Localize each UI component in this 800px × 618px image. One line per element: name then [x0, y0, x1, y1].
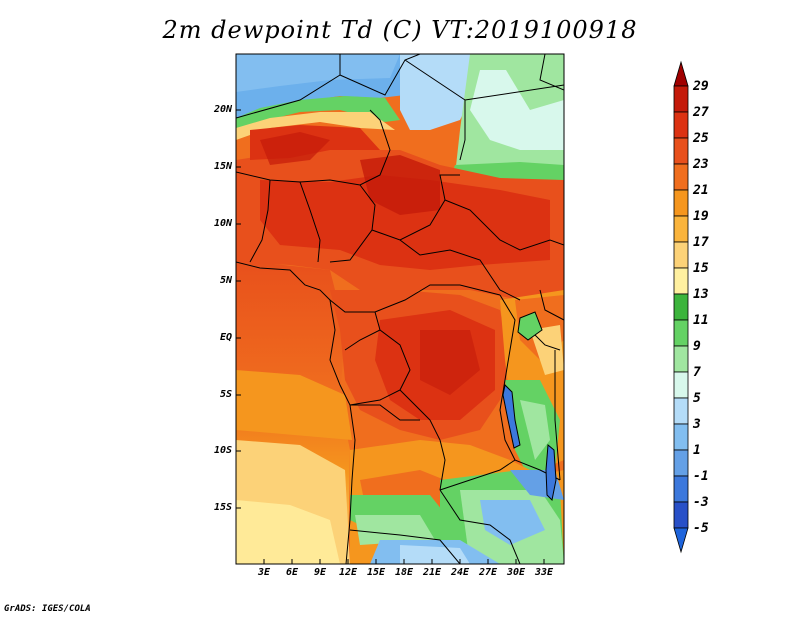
colorbar-label: -3 [693, 495, 709, 510]
colorbar-label: 3 [693, 417, 701, 432]
lat-label-15n: 15N [213, 161, 232, 172]
colorbar-swatch [673, 501, 689, 529]
colorbar-swatch [673, 215, 689, 243]
lon-label-24e: 24E [450, 567, 470, 578]
colorbar-swatch [673, 293, 689, 321]
colorbar-label: 7 [693, 365, 701, 380]
colorbar-label: 5 [693, 391, 701, 406]
lat-ticks [236, 109, 241, 509]
lon-ticks [263, 559, 545, 564]
colorbar-label: 1 [693, 443, 701, 458]
colorbar-bottom-arrow [673, 527, 689, 554]
colorbar-swatch [673, 371, 689, 399]
colorbar-swatch [673, 475, 689, 503]
colorbar-top-arrow [673, 60, 689, 87]
lakes [502, 311, 557, 502]
colorbar-swatch [673, 111, 689, 139]
colorbar-swatch [673, 267, 689, 295]
lon-label-9e: 9E [313, 567, 327, 578]
colorbar-label: 25 [693, 131, 709, 146]
colorbar-swatch [673, 319, 689, 347]
lon-label-12e: 12E [338, 567, 358, 578]
lon-label-15e: 15E [366, 567, 386, 578]
colorbar-label: -5 [693, 521, 709, 536]
lon-label-27e: 27E [478, 567, 498, 578]
lon-label-6e: 6E [285, 567, 299, 578]
lat-label-5n: 5N [219, 275, 232, 286]
colorbar-label: 21 [693, 183, 709, 198]
colorbar-swatch [673, 137, 689, 165]
colorbar-label: 13 [693, 287, 709, 302]
map-title: 2m dewpoint Td (C) VT:2019100918 [162, 16, 638, 44]
colorbar-label: 19 [693, 209, 709, 224]
colorbar-label: 29 [693, 79, 709, 94]
colorbar-swatch [673, 189, 689, 217]
lat-label-10n: 10N [213, 218, 232, 229]
map-frame [235, 53, 565, 565]
colorbar-label: 9 [693, 339, 701, 354]
colorbar [673, 60, 689, 554]
colorbar-label: 15 [693, 261, 709, 276]
lat-label-10s: 10S [213, 445, 232, 456]
country-borders [236, 54, 564, 564]
colorbar-swatch [673, 423, 689, 451]
lat-label-eq: EQ [219, 332, 232, 343]
colorbar-swatch [673, 85, 689, 113]
colorbar-label: -1 [693, 469, 709, 484]
colorbar-swatch [673, 163, 689, 191]
colorbar-label: 23 [693, 157, 709, 172]
lat-label-20n: 20N [213, 104, 232, 115]
colorbar-label: 17 [693, 235, 709, 250]
dewpoint-field [236, 54, 564, 564]
lon-label-18e: 18E [394, 567, 414, 578]
colorbar-swatch [673, 397, 689, 425]
colorbar-swatch [673, 449, 689, 477]
lon-label-21e: 21E [422, 567, 442, 578]
lon-label-30e: 30E [506, 567, 526, 578]
colorbar-swatch [673, 345, 689, 373]
colorbar-label: 11 [693, 313, 709, 328]
lon-label-33e: 33E [534, 567, 554, 578]
lat-label-5s: 5S [219, 389, 232, 400]
lat-label-15s: 15S [213, 502, 232, 513]
colorbar-swatch [673, 241, 689, 269]
lon-label-3e: 3E [257, 567, 271, 578]
credit-text: GrADS: IGES/COLA [4, 604, 91, 614]
colorbar-label: 27 [693, 105, 709, 120]
